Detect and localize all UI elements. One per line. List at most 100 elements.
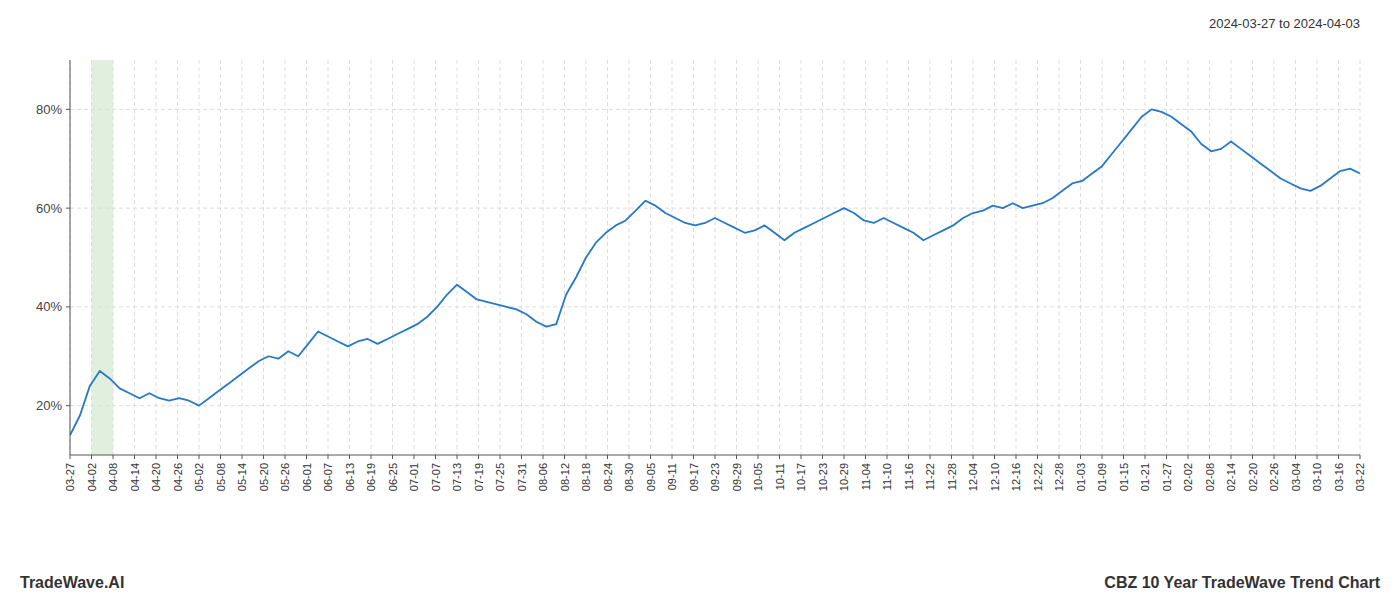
x-tick-label: 02-02 bbox=[1182, 463, 1194, 491]
x-tick-label: 07-07 bbox=[430, 463, 442, 491]
x-tick-label: 10-11 bbox=[774, 463, 786, 490]
x-tick-label: 12-16 bbox=[1010, 463, 1022, 491]
grid-line-x bbox=[392, 60, 393, 455]
x-tick-label: 09-29 bbox=[731, 463, 743, 491]
chart: 03-2704-0204-0804-1404-2004-2605-0205-08… bbox=[0, 0, 1400, 600]
x-tick bbox=[285, 455, 286, 459]
x-tick-label: 05-08 bbox=[215, 463, 227, 491]
x-tick bbox=[113, 455, 114, 459]
x-tick-label: 06-19 bbox=[365, 463, 377, 491]
x-tick-label: 04-20 bbox=[150, 463, 162, 491]
x-tick-label: 05-02 bbox=[193, 463, 205, 491]
x-tick bbox=[801, 455, 802, 459]
x-tick-label: 01-09 bbox=[1096, 463, 1108, 491]
x-tick-label: 08-18 bbox=[580, 463, 592, 491]
grid-line-x bbox=[457, 60, 458, 455]
x-tick bbox=[1317, 455, 1318, 459]
x-tick bbox=[1338, 455, 1339, 459]
y-tick bbox=[66, 208, 70, 209]
x-tick-label: 11-28 bbox=[946, 463, 958, 490]
grid-line-x bbox=[1102, 60, 1103, 455]
x-tick bbox=[1360, 455, 1361, 459]
x-tick bbox=[844, 455, 845, 459]
x-tick-label: 02-20 bbox=[1247, 463, 1259, 491]
x-tick bbox=[91, 455, 92, 459]
x-tick bbox=[177, 455, 178, 459]
grid-line-x bbox=[887, 60, 888, 455]
x-tick bbox=[156, 455, 157, 459]
x-tick-label: 12-10 bbox=[989, 463, 1001, 491]
x-tick-label: 08-12 bbox=[559, 463, 571, 491]
series bbox=[70, 109, 1360, 435]
x-tick-label: 10-05 bbox=[752, 463, 764, 491]
x-tick bbox=[650, 455, 651, 459]
x-tick bbox=[951, 455, 952, 459]
grid-line-x bbox=[306, 60, 307, 455]
x-tick bbox=[607, 455, 608, 459]
x-tick bbox=[564, 455, 565, 459]
x-tick-label: 08-24 bbox=[602, 463, 614, 491]
x-tick bbox=[1016, 455, 1017, 459]
grid-line-y bbox=[70, 405, 1360, 406]
grid-line-x bbox=[844, 60, 845, 455]
grid-line-x bbox=[779, 60, 780, 455]
x-tick bbox=[263, 455, 264, 459]
annotation: TradeWave.AI bbox=[20, 574, 124, 591]
x-tick-label: 10-17 bbox=[795, 463, 807, 491]
x-tick bbox=[822, 455, 823, 459]
grid-line-x bbox=[973, 60, 974, 455]
x-tick bbox=[629, 455, 630, 459]
x-tick-label: 04-02 bbox=[86, 463, 98, 491]
background bbox=[0, 0, 1400, 600]
x-tick-label: 06-01 bbox=[301, 463, 313, 491]
x-tick-label: 07-31 bbox=[516, 463, 528, 491]
x-tick bbox=[1102, 455, 1103, 459]
grid-line-x bbox=[1037, 60, 1038, 455]
x-tick bbox=[672, 455, 673, 459]
x-tick-label: 09-05 bbox=[645, 463, 657, 491]
grid-line-x bbox=[371, 60, 372, 455]
grid-line-x bbox=[478, 60, 479, 455]
x-tick bbox=[543, 455, 544, 459]
x-tick-label: 07-25 bbox=[494, 463, 506, 491]
x-tick bbox=[908, 455, 909, 459]
x-tick bbox=[1166, 455, 1167, 459]
grid-line-x bbox=[1231, 60, 1232, 455]
grid-line-x bbox=[672, 60, 673, 455]
line bbox=[70, 109, 1360, 435]
x-tick bbox=[371, 455, 372, 459]
grid-line-x bbox=[1295, 60, 1296, 455]
x-tick-label: 05-20 bbox=[258, 463, 270, 491]
grid-line-x bbox=[1188, 60, 1189, 455]
x-tick-label: 11-16 bbox=[903, 463, 915, 490]
grid-line-x bbox=[994, 60, 995, 455]
x-tick bbox=[349, 455, 350, 459]
x-tick bbox=[1037, 455, 1038, 459]
x-tick-label: 11-04 bbox=[860, 463, 872, 490]
grid-line-y bbox=[70, 109, 1360, 110]
y-tick-label: 40% bbox=[36, 299, 62, 314]
highlight-region bbox=[92, 60, 114, 455]
grid-line-x bbox=[543, 60, 544, 455]
x-tick-label: 05-26 bbox=[279, 463, 291, 491]
x-tick-label: 08-30 bbox=[623, 463, 635, 491]
x-tick-label: 02-26 bbox=[1268, 463, 1280, 491]
x-tick-label: 01-27 bbox=[1161, 463, 1173, 491]
grid-line-x bbox=[113, 60, 114, 455]
grid-line-x bbox=[177, 60, 178, 455]
grid-line-x bbox=[629, 60, 630, 455]
x-tick bbox=[1080, 455, 1081, 459]
grid-line-x bbox=[435, 60, 436, 455]
x-tick bbox=[521, 455, 522, 459]
grid-line-x bbox=[822, 60, 823, 455]
grid-line-x bbox=[736, 60, 737, 455]
x-tick-label: 12-28 bbox=[1053, 463, 1065, 491]
grid-line-x bbox=[930, 60, 931, 455]
x-tick-label: 03-04 bbox=[1290, 463, 1302, 491]
x-tick-label: 09-11 bbox=[666, 463, 678, 490]
grid-line-x bbox=[328, 60, 329, 455]
grid-line-x bbox=[1166, 60, 1167, 455]
grid-line-x bbox=[715, 60, 716, 455]
plot-area bbox=[92, 60, 114, 455]
x-tick bbox=[478, 455, 479, 459]
